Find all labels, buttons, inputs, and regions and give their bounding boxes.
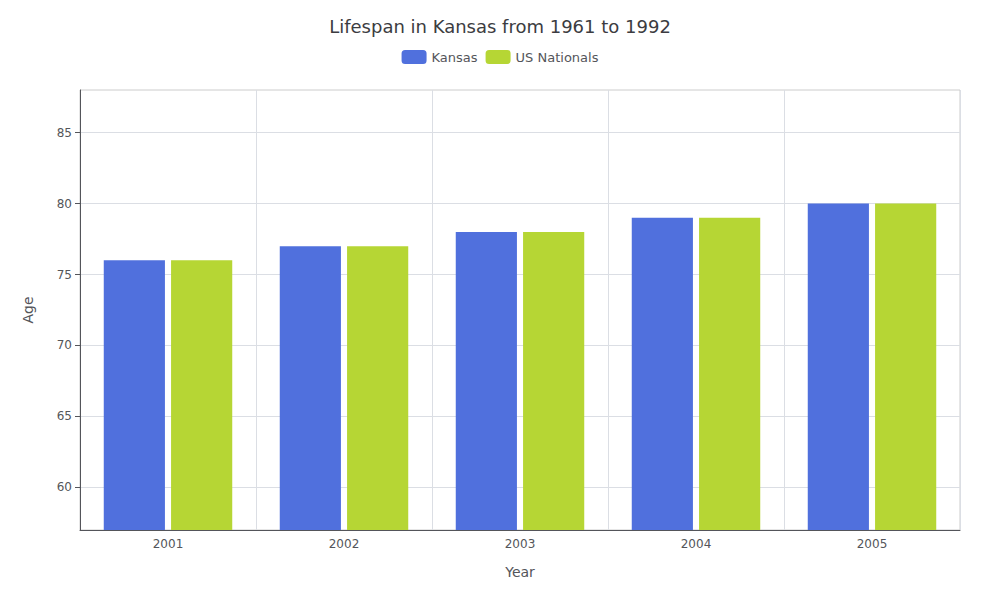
svg-text:65: 65 (57, 409, 72, 423)
svg-text:60: 60 (57, 480, 72, 494)
svg-text:2001: 2001 (153, 537, 184, 551)
svg-text:85: 85 (57, 126, 72, 140)
svg-text:80: 80 (57, 197, 72, 211)
svg-text:2003: 2003 (505, 537, 536, 551)
svg-text:2005: 2005 (857, 537, 888, 551)
svg-text:2002: 2002 (329, 537, 360, 551)
svg-text:Lifespan in Kansas from 1961 t: Lifespan in Kansas from 1961 to 1992 (329, 16, 671, 37)
svg-text:Year: Year (504, 564, 535, 580)
svg-text:US Nationals: US Nationals (516, 50, 599, 65)
svg-text:70: 70 (57, 338, 72, 352)
svg-text:Kansas: Kansas (432, 50, 478, 65)
svg-text:Age: Age (20, 296, 36, 323)
svg-text:75: 75 (57, 268, 72, 282)
svg-text:2004: 2004 (681, 537, 712, 551)
